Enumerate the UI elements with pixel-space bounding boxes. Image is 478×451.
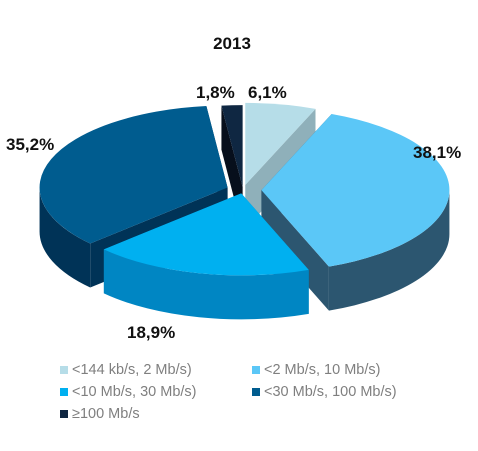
pie-slices — [39, 102, 450, 320]
legend-label: <30 Mb/s, 100 Mb/s) — [264, 384, 397, 400]
legend: <144 kb/s, 2 Mb/s) <2 Mb/s, 10 Mb/s) <10 M… — [60, 362, 460, 422]
data-label: 35,2% — [6, 135, 54, 154]
legend-item: ≥100 Mb/s — [60, 406, 252, 422]
pie-slice — [261, 114, 450, 311]
legend-swatch — [60, 366, 68, 374]
legend-item: <30 Mb/s, 100 Mb/s) — [252, 384, 452, 400]
data-label: 18,9% — [127, 323, 175, 342]
legend-swatch — [252, 388, 260, 396]
legend-label: <2 Mb/s, 10 Mb/s) — [264, 362, 381, 378]
chart-title: 2013 — [213, 34, 251, 53]
legend-label: ≥100 Mb/s — [72, 406, 140, 422]
pie-slice — [103, 193, 309, 320]
data-label: 6,1% — [248, 83, 287, 102]
legend-item: <144 kb/s, 2 Mb/s) — [60, 362, 252, 378]
data-label: 1,8% — [196, 83, 235, 102]
data-labels: 6,1% 38,1% 18,9% 35,2% 1,8% — [6, 83, 461, 342]
legend-swatch — [60, 388, 68, 396]
legend-label: <144 kb/s, 2 Mb/s) — [72, 362, 192, 378]
legend-item: <2 Mb/s, 10 Mb/s) — [252, 362, 452, 378]
data-label: 38,1% — [413, 143, 461, 162]
legend-swatch — [252, 366, 260, 374]
legend-item: <10 Mb/s, 30 Mb/s) — [60, 384, 252, 400]
legend-label: <10 Mb/s, 30 Mb/s) — [72, 384, 197, 400]
legend-swatch — [60, 410, 68, 418]
